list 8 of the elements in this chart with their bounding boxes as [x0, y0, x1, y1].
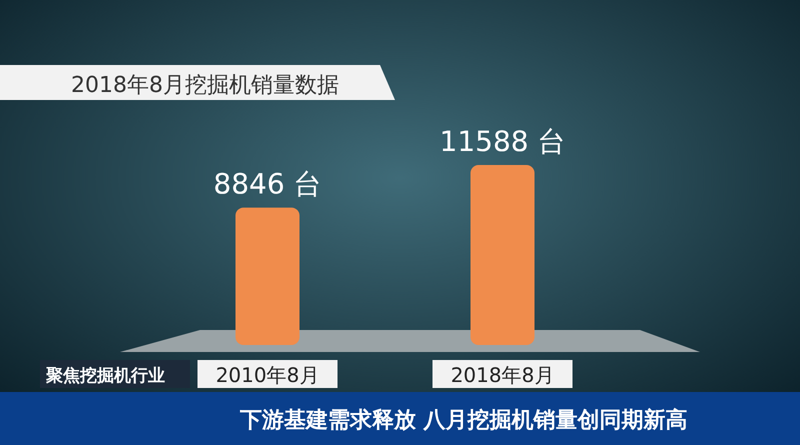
- x-tick-label: 2010年8月: [216, 363, 320, 387]
- data-label: 11588 台: [440, 125, 566, 158]
- text: 下游基建需求释放 八月挖掘机销量创同期新高: [239, 407, 688, 433]
- x-tick-label: 2018年8月: [450, 363, 554, 387]
- title: 2018年8月挖掘机销量数据: [0, 65, 395, 100]
- text: 聚焦挖掘机行业: [45, 366, 165, 386]
- data-label: 8846 台: [213, 168, 322, 201]
- chart-title: 2018年8月挖掘机销量数据: [71, 73, 339, 98]
